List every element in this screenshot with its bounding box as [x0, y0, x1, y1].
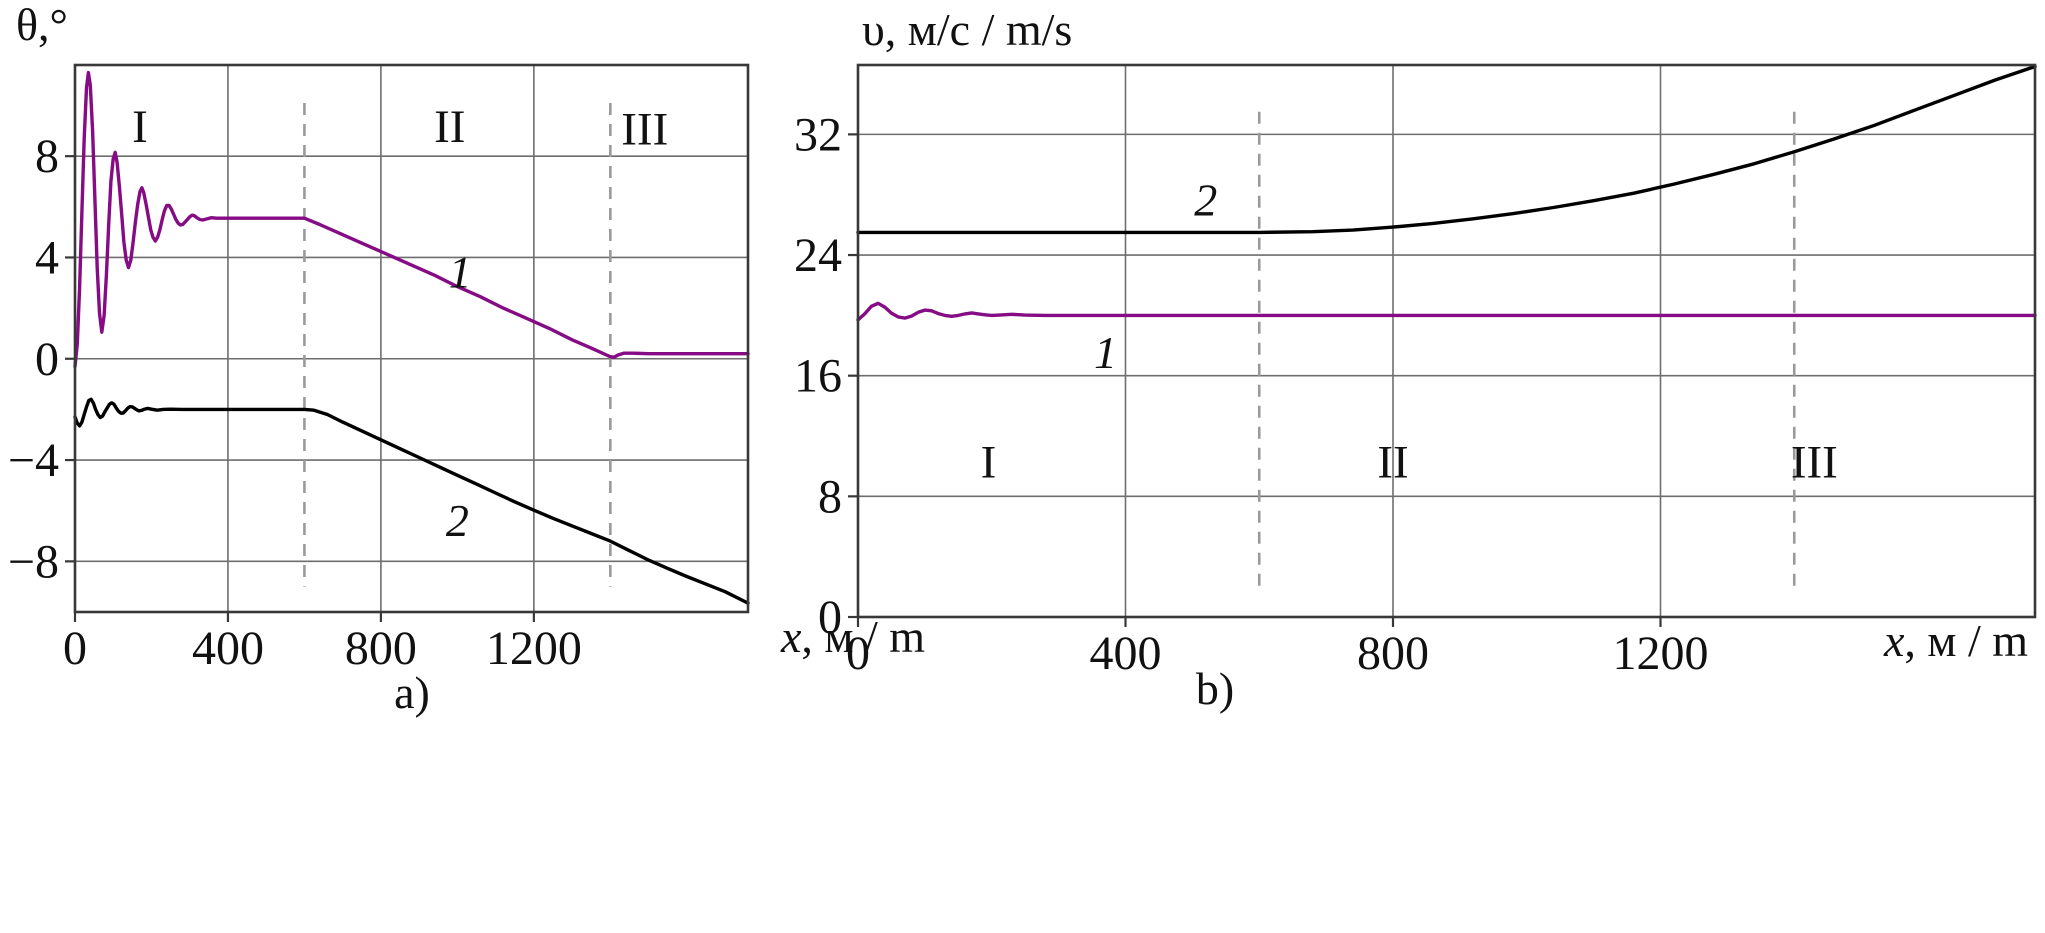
y-tick-label: 8 [35, 130, 59, 183]
series-label-1: 1 [449, 247, 472, 298]
x-tick-label: 400 [1090, 627, 1162, 680]
y-tick-label: 32 [794, 108, 842, 161]
series-line-1 [73, 70, 750, 369]
x-tick-label: 0 [846, 627, 870, 680]
region-label-I: I [132, 101, 148, 153]
y-tick-label: 24 [794, 229, 842, 282]
x-tick-label: 0 [63, 622, 87, 675]
y-tick-label: −4 [8, 434, 59, 487]
series-line-1 [856, 301, 2037, 322]
x-tick-label: 800 [1357, 627, 1429, 680]
series-line-2 [856, 64, 2037, 235]
y-tick-label: 8 [818, 470, 842, 523]
y-axis-title: υ, м/с / m/s [862, 4, 1072, 55]
region-label-I: I [981, 437, 997, 489]
series-line-2 [73, 397, 750, 605]
y-tick-label: 0 [35, 333, 59, 386]
y-axis-title: θ,° [16, 0, 68, 50]
region-label-III: III [1791, 437, 1838, 489]
x-axis-title: x, м / m [1883, 615, 2028, 666]
y-tick-label: 0 [818, 591, 842, 644]
series-label-2: 2 [1194, 175, 1217, 226]
x-tick-label: 800 [345, 622, 417, 675]
region-label-II: II [1377, 437, 1408, 489]
x-tick-label: 1200 [1613, 627, 1709, 680]
y-tick-label: 16 [794, 350, 842, 403]
x-tick-label: 1200 [486, 622, 582, 675]
plot-frame [856, 63, 2037, 619]
region-label-III: III [621, 103, 668, 155]
region-label-II: II [434, 101, 465, 153]
subfigure-caption-b: b) [1196, 663, 1234, 714]
x-tick-label: 400 [192, 622, 264, 675]
series-label-1: 1 [1094, 327, 1117, 378]
series-label-2: 2 [446, 495, 469, 546]
y-tick-label: −8 [8, 535, 59, 588]
plot-frame [73, 63, 750, 614]
subfigure-caption-a: a) [394, 667, 430, 718]
y-tick-label: 4 [35, 231, 59, 284]
x-axis-title: x, м / m [780, 611, 925, 662]
